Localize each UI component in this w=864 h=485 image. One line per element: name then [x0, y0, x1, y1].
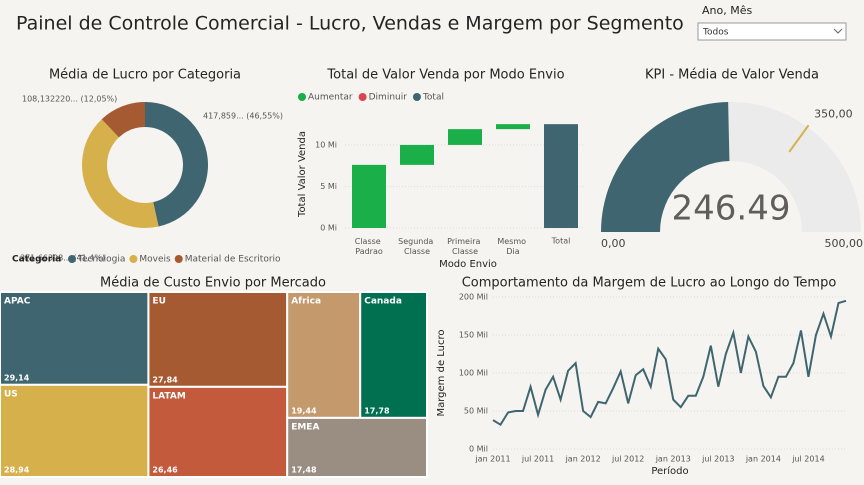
gauge-value: [601, 102, 730, 232]
tile-value: 26,46: [152, 466, 178, 475]
legend-swatch: [298, 93, 306, 101]
bar: [448, 129, 482, 145]
x-tick-label: jan 2013: [655, 455, 691, 464]
legend-label: Aumentar: [308, 93, 353, 103]
y-tick-label: 100 Mil: [459, 369, 488, 378]
x-tick-label: Mesmo Dia: [497, 237, 528, 256]
x-tick-label: Classe Padrao: [355, 237, 384, 256]
x-tick-label: jan 2012: [565, 455, 601, 464]
legend-title: Categoria: [12, 255, 61, 265]
x-tick-label: jul 2011: [521, 455, 554, 464]
bar: [544, 124, 578, 228]
chart-title: Comportamento da Margem de Lucro ao Long…: [462, 276, 837, 291]
x-tick-label: Total: [551, 237, 571, 246]
gauge-target-label: 350,00: [814, 107, 853, 120]
y-tick-label: 0 Mi: [320, 224, 337, 233]
legend-label: Diminuir: [369, 93, 408, 103]
slicer-value[interactable]: Todos: [702, 28, 729, 38]
x-axis-label: Modo Envio: [439, 259, 497, 270]
treemap-tile: [359, 291, 428, 419]
treemap-tile: [0, 291, 150, 386]
treemap-tile: [147, 385, 289, 478]
x-tick-label: Segunda Classe: [398, 237, 436, 256]
chart-title: KPI - Média de Valor Venda: [645, 68, 819, 83]
x-axis-label: Período: [651, 465, 688, 477]
gauge-min-label: 0,00: [601, 237, 626, 250]
tile-value: 17,78: [364, 406, 390, 415]
bar: [352, 164, 386, 228]
legend-swatch: [174, 255, 183, 263]
tile-label: Africa: [291, 297, 321, 307]
tile-value: 29,14: [4, 373, 30, 382]
gauge-value-label: 246.49: [672, 189, 791, 229]
legend-swatch: [68, 255, 76, 263]
treemap-tile: [286, 416, 428, 478]
legend-label: Moveis: [139, 255, 171, 265]
chart-title: Média de Custo Envio por Mercado: [100, 276, 326, 291]
chart-title: Média de Lucro por Categoria: [49, 68, 241, 83]
tile-label: EU: [152, 297, 165, 307]
tile-label: US: [4, 389, 18, 399]
y-tick-label: 10 Mi: [315, 140, 337, 149]
x-tick-label: jul 2013: [701, 455, 734, 464]
y-tick-label: 150 Mil: [459, 331, 488, 340]
donut-slice: [145, 101, 209, 227]
tile-value: 27,84: [152, 375, 178, 384]
y-axis-label: Margem de Lucro: [436, 329, 447, 416]
data-label: 108,132220... (12,05%): [22, 95, 117, 104]
y-tick-label: 50 Mil: [464, 407, 488, 416]
x-tick-label: jan 2011: [474, 455, 510, 464]
slicer-label: Ano, Mês: [702, 4, 752, 17]
treemap-tile: [286, 291, 362, 419]
tile-label: EMEA: [291, 422, 319, 432]
x-tick-label: Primeira Classe: [447, 237, 483, 256]
y-tick-label: 200 Mil: [459, 293, 488, 302]
treemap-tile: [0, 383, 150, 478]
legend-swatch: [358, 93, 367, 101]
donut-slice: [101, 102, 145, 138]
y-axis-label: Total Valor Venda: [297, 131, 308, 218]
bar: [496, 124, 530, 130]
tile-label: APAC: [4, 297, 31, 307]
x-tick-label: jul 2012: [611, 455, 644, 464]
treemap-tile: [147, 291, 289, 388]
tile-label: Canada: [364, 297, 402, 307]
slicer-chevron[interactable]: [833, 28, 843, 34]
legend-swatch: [129, 255, 138, 263]
donut-slice: [81, 119, 159, 229]
gauge-max-label: 500,00: [825, 237, 864, 250]
legend-label: Material de Escritorio: [185, 255, 281, 265]
bar: [400, 144, 434, 165]
legend-label: Total: [422, 93, 444, 103]
y-tick-label: 0 Mil: [469, 445, 488, 454]
data-label: 371,66398... (41,4%): [20, 254, 105, 263]
tile-value: 19,44: [291, 406, 317, 415]
x-tick-label: jan 2014: [745, 455, 781, 464]
chart-title: Total de Valor Venda por Modo Envio: [326, 68, 564, 83]
line-series: [492, 299, 847, 427]
tile-value: 17,48: [291, 466, 317, 475]
dashboard-title: Painel de Controle Comercial - Lucro, Ve…: [16, 13, 684, 35]
tile-label: LATAM: [152, 391, 185, 401]
legend-swatch: [412, 93, 421, 101]
slicer-box[interactable]: [697, 22, 847, 41]
x-tick-label: jul 2014: [791, 455, 824, 464]
y-tick-label: 5 Mi: [320, 182, 337, 191]
legend-label: Tecnologia: [77, 255, 125, 265]
tile-value: 28,94: [4, 466, 30, 475]
data-label: 417,859... (46,55%): [203, 112, 283, 121]
gauge-target: [788, 124, 810, 153]
